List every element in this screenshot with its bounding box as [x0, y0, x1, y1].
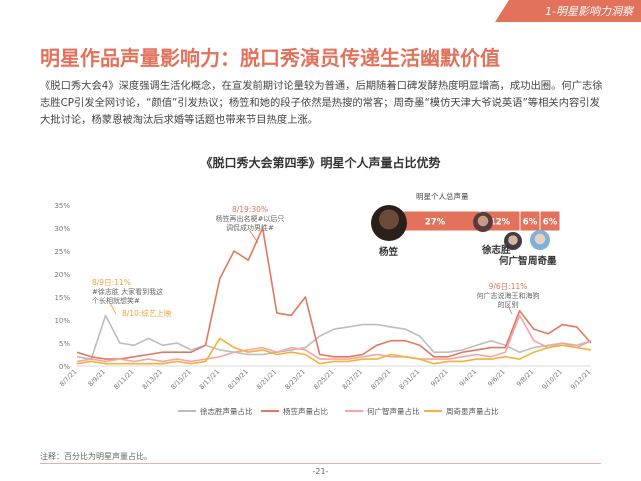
name-heguangzhi: 何广智: [499, 256, 528, 267]
avatar-zhouqimo: [530, 230, 550, 250]
section-tag: 1-明星影响力洞察: [495, 0, 641, 22]
legend-label: 何广智声量占比: [367, 406, 420, 416]
annotation-text: 个长相就想笑#: [92, 296, 140, 305]
bar-segment-label: 6%: [523, 218, 538, 228]
name-yangli: 杨笠: [379, 247, 399, 258]
annotation-text: #徐志胜 大家看到我这: [92, 287, 163, 296]
annotation-pointer: [507, 305, 513, 315]
y-tick-label: 15%: [54, 294, 70, 302]
x-tick-label: 9/4/21: [458, 368, 478, 388]
avatar-heguangzhi: [504, 232, 522, 250]
annotation-title: 8/9日:11%: [92, 278, 131, 287]
annotation-pointer: [249, 230, 259, 244]
x-tick-label: 8/31/21: [398, 368, 421, 391]
x-tick-label: 8/23/21: [283, 368, 306, 391]
section-tag-label: 1-明星影响力洞察: [545, 5, 633, 18]
name-xuzhisheng: 徐志胜: [482, 245, 511, 256]
annotation-pointer: [109, 302, 117, 315]
annotation-text: 的区别: [498, 300, 519, 309]
annotation-text: 何广志说海王和海狗: [477, 291, 540, 300]
name-zhouqimo: 周奇墨: [528, 256, 557, 267]
legend-label: 周奇墨声量占比: [446, 406, 499, 416]
series-line-4: [76, 337, 592, 365]
annotation-title: 8/10:综艺上映: [122, 308, 172, 318]
x-tick-label: 8/29/21: [369, 368, 392, 391]
y-tick-label: 35%: [54, 202, 70, 210]
legend-label: 徐志胜声量占比: [200, 406, 253, 416]
page-title: 明星作品声量影响力：脱口秀演员传递生活幽默价值: [40, 46, 500, 70]
bar-segment-label: 27%: [425, 218, 446, 228]
x-tick-label: 9/6/21: [486, 368, 506, 388]
series-line-1: [76, 314, 592, 360]
bar-segment-label: 12%: [490, 218, 511, 228]
footnote: 注释：百分比为明星声量占比。: [40, 452, 152, 461]
avatar-yangli: [371, 205, 407, 241]
x-tick-label: 8/27/21: [341, 368, 364, 391]
annotation-text: 调侃成功男性#: [226, 223, 274, 232]
x-tick-label: 8/17/21: [198, 368, 221, 391]
x-tick-label: 8/21/21: [255, 368, 278, 391]
x-tick-label: 9/12/21: [569, 368, 592, 391]
chart-title: 《脱口秀大会第四季》明星个人声量占比优势: [200, 156, 441, 170]
bar-segment-label: 6%: [543, 218, 558, 228]
y-tick-label: 30%: [54, 225, 70, 233]
footer-divider: [40, 463, 601, 464]
x-tick-label: 9/8/21: [515, 368, 535, 388]
x-tick-label: 9/10/21: [540, 368, 563, 391]
y-tick-label: 0%: [59, 363, 70, 371]
annotation-text: 杨笠再出名梗#以后只: [216, 214, 285, 223]
avatar-xuzhisheng: [473, 212, 493, 232]
x-tick-label: 8/9/21: [87, 368, 107, 388]
x-tick-label: 8/25/21: [312, 368, 335, 391]
x-tick-label: 8/19/21: [226, 368, 249, 391]
legend-label: 杨笠声量占比: [283, 406, 328, 416]
bar-panel-title: 明星个人总声量: [416, 191, 469, 201]
y-tick-label: 10%: [54, 317, 70, 325]
x-tick-label: 8/13/21: [141, 368, 164, 391]
y-tick-label: 20%: [54, 271, 70, 279]
x-tick-label: 9/2/21: [429, 368, 449, 388]
intro-paragraph: 《脱口秀大会4》深度强调生活化概念，在宣发前期讨论量较为普通，后期随着口碑发酵热…: [40, 80, 603, 126]
y-tick-label: 25%: [54, 248, 70, 256]
bar-segment: [539, 210, 561, 232]
series-line-2: [76, 227, 592, 360]
y-tick-label: 5%: [59, 340, 70, 348]
series-line-3: [76, 314, 592, 363]
x-tick-label: 8/15/21: [169, 368, 192, 391]
x-tick-label: 8/11/21: [112, 368, 135, 391]
annotation-title: 8/19:30%: [232, 205, 268, 214]
page-number: -21-: [312, 467, 329, 476]
annotation-title: 9/6日:11%: [489, 282, 528, 291]
